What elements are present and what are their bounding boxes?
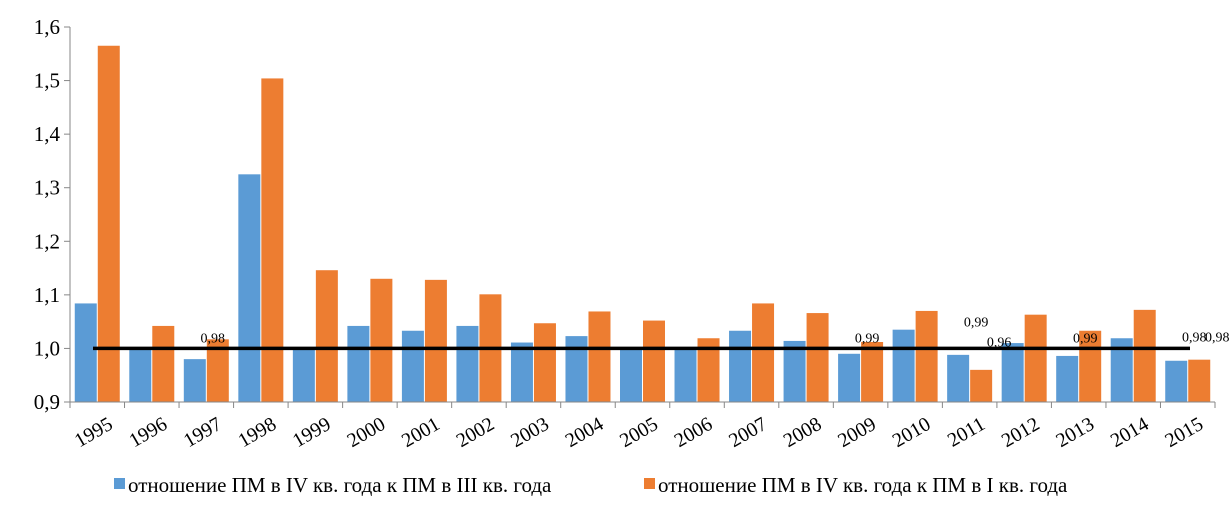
x-tick-label: 2001 [398,413,444,452]
bar-q4-q1-2012 [1025,315,1047,402]
bar-q4-q1-1996 [152,326,174,402]
legend-label-0: отношение ПМ в IV кв. года к ПМ в III кв… [128,473,552,497]
bar-q4-q3-2007 [729,331,751,402]
bar-q4-q3-1999 [293,348,315,402]
x-tick-label: 2011 [944,413,989,452]
x-tick-label: 1996 [125,413,171,452]
x-tick-label: 2012 [998,413,1044,452]
x-tick-label: 2014 [1107,413,1153,452]
bar-q4-q1-2007 [752,303,774,402]
x-tick-label: 2004 [562,413,608,452]
data-label-2015: 0,98 [1205,330,1230,345]
x-tick-label: 2005 [616,413,662,452]
bar-q4-q1-2000 [370,279,392,402]
x-tick-label: 1999 [289,413,335,452]
bar-q4-q1-2004 [588,311,610,402]
x-tick-label: 2008 [780,413,826,452]
data-label-2011: 0,96 [987,335,1012,350]
x-tick-label: 2010 [889,413,935,452]
x-tick-label: 2009 [834,413,880,452]
y-tick-label: 1,6 [34,15,60,39]
bar-q4-q3-2015 [1165,361,1187,402]
bar-q4-q1-1999 [316,270,338,402]
data-label-2011: 0,99 [964,315,989,330]
x-axis-ticks: 1995 1996 1997 1998 1999 2000 2001 2002 2003 2004… [71,413,1207,452]
data-label-2009: 0,99 [855,331,880,346]
x-tick-label: 2003 [507,413,553,452]
bar-q4-q3-1995 [75,303,97,402]
bar-q4-q3-1997 [184,359,206,402]
x-tick-label: 2006 [671,413,717,452]
bar-q4-q1-2015 [1188,360,1210,402]
bar-q4-q1-2010 [916,311,938,402]
bar-q4-q1-1998 [261,78,283,402]
y-tick-label: 0,9 [34,390,60,414]
y-tick-label: 1,2 [34,229,60,253]
bar-q4-q1-2005 [643,321,665,402]
bar-q4-q3-2006 [675,348,697,402]
legend-swatch-1 [644,478,655,489]
y-axis-ticks: 0,9 1,0 1,1 1,2 1,3 1,4 1,5 1,6 [34,15,70,414]
y-tick-label: 1,4 [34,122,61,146]
bar-q4-q3-2011 [947,355,969,402]
y-tick-label: 1,0 [34,336,60,360]
bar-q4-q3-2010 [893,330,915,402]
bar-q4-q3-2009 [838,354,860,402]
bar-q4-q3-2005 [620,347,642,402]
y-tick-label: 1,5 [34,69,60,93]
data-label-2015: 0,98 [1182,330,1207,345]
bar-q4-q1-2014 [1134,310,1156,402]
bar-q4-q1-2011 [970,370,992,402]
x-tick-label: 1995 [71,413,117,452]
bar-q4-q3-1996 [129,348,151,402]
bar-q4-q1-2009 [861,342,883,402]
bar-q4-q3-2003 [511,343,533,402]
bar-q4-q3-2004 [565,336,587,402]
legend-swatch-0 [114,478,125,489]
bar-q4-q3-1998 [238,174,260,402]
bar-q4-q3-2002 [456,326,478,402]
x-tick-label: 2002 [453,413,499,452]
bar-q4-q1-2008 [807,313,829,402]
legend: отношение ПМ в IV кв. года к ПМ в III кв… [114,473,1068,497]
data-label-2013: 0,99 [1073,331,1098,346]
x-tick-label: 2015 [1161,413,1207,452]
x-tick-label: 1998 [234,413,280,452]
bar-q4-q1-2001 [425,280,447,402]
y-tick-label: 1,3 [34,176,60,200]
x-tick-label: 2013 [1052,413,1098,452]
bar-q4-q3-2001 [402,331,424,402]
bar-q4-q3-2000 [347,326,369,402]
bar-q4-q3-2012 [1002,343,1024,402]
x-tick-label: 2007 [725,413,771,452]
legend-label-1: отношение ПМ в IV кв. года к ПМ в I кв. … [658,473,1068,497]
data-label-1997: 0,98 [201,331,226,346]
x-tick-label: 2000 [344,413,390,452]
bar-q4-q1-2003 [534,323,556,402]
bar-q4-q3-2013 [1056,356,1078,402]
y-tick-label: 1,1 [34,283,60,307]
x-tick-label: 1997 [180,413,226,452]
